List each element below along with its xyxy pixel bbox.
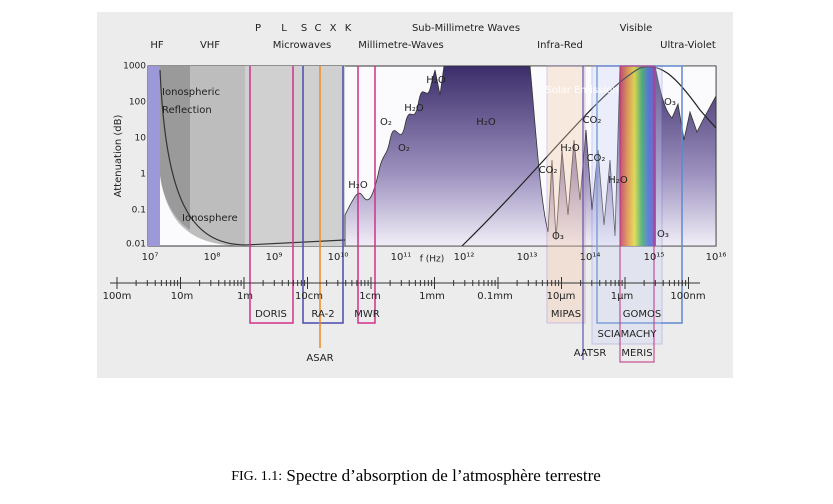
band-label: K — [345, 23, 352, 34]
molecule-label: H₂O — [426, 75, 446, 86]
instrument-label: DORIS — [255, 309, 287, 320]
region-label: Solar Emission — [545, 85, 618, 96]
frequency-tick-label: 10⁸ — [204, 252, 221, 263]
uv-window — [654, 65, 717, 141]
band-label: Millimetre-Waves — [358, 40, 443, 51]
y-tick-label: 10 — [135, 134, 147, 144]
mwr-frame — [357, 66, 376, 324]
molecule-label: O₃ — [552, 231, 564, 242]
y-tick-label: 1 — [140, 170, 146, 180]
frequency-unit: f (Hz) — [420, 255, 445, 265]
ionosphere-curve — [159, 69, 346, 246]
band-label: Infra-Red — [537, 40, 583, 51]
instrument-label: MIPAS — [551, 309, 581, 320]
y-tick-label: 0.1 — [132, 206, 146, 216]
caption-text: Spectre d’absorption de l’atmosphère ter… — [286, 466, 600, 485]
molecule-label: O₃ — [657, 229, 669, 240]
wavelength-tick-label: 10µm — [547, 291, 576, 302]
y-tick-label: 100 — [129, 98, 146, 108]
molecule-label: CO₂ — [587, 153, 606, 164]
molecule-label: H₂O — [560, 143, 580, 154]
ra2-frame — [302, 66, 344, 324]
wavelength-tick-label: 1mm — [419, 291, 445, 302]
molecule-label: H₂O — [348, 180, 368, 191]
instrument-label: SCIAMACHY — [597, 329, 657, 340]
molecule-label: O₂ — [380, 117, 392, 128]
frequency-tick-label: 10¹⁰ — [328, 252, 349, 263]
frequency-tick-label: 10¹⁶ — [706, 252, 727, 263]
region-label: Ionosphere — [182, 213, 238, 224]
band-label: L — [281, 23, 287, 34]
instrument-label: RA-2 — [311, 309, 334, 320]
y-axis-label: Attenuation (dB) — [113, 115, 124, 198]
sciamachy-frame — [591, 65, 663, 345]
instrument-label: AATSR — [574, 348, 607, 359]
band-label: S — [301, 23, 307, 34]
reflection-region — [160, 66, 190, 230]
instrument-label: MWR — [354, 309, 380, 320]
microwave-region — [245, 66, 345, 246]
caption: FIG. 1.1: Spectre d’absorption de l’atmo… — [231, 466, 601, 485]
frequency-tick-label: 10⁷ — [142, 252, 159, 263]
doris-frame — [249, 66, 294, 324]
band-label: Microwaves — [273, 40, 332, 51]
wavelength-tick-label: 10cm — [295, 291, 323, 302]
wavelength-tick-label: 100nm — [670, 291, 705, 302]
region-label: Ionospheric — [162, 87, 220, 98]
molecule-label: O₂ — [398, 143, 410, 154]
band-label: HF — [150, 40, 164, 51]
band-label: X — [330, 23, 337, 34]
wavelength-tick-label: 100m — [103, 291, 132, 302]
region-label: Reflection — [162, 105, 212, 116]
wavelength-tick-label: 1cm — [359, 291, 381, 302]
caption-label: FIG. 1.1: — [231, 469, 282, 484]
molecule-label: CO₂ — [539, 165, 558, 176]
tick-group — [116, 277, 689, 289]
molecule-label: H₂O — [608, 175, 628, 186]
band-label: C — [315, 23, 322, 34]
instrument-label: MERIS — [621, 348, 652, 359]
band-label: P — [255, 23, 261, 34]
molecule-label: CO₂ — [583, 115, 602, 126]
band-label: Visible — [620, 23, 653, 34]
wavelength-tick-label: 1µm — [611, 291, 633, 302]
wavelength-tick-label: 0.1mm — [477, 291, 512, 302]
frequency-tick-label: 10¹³ — [517, 252, 538, 263]
hf-strip — [148, 66, 160, 246]
wavelength-tick-label: 1m — [237, 291, 253, 302]
molecule-label: H₂O — [476, 117, 496, 128]
band-label: Ultra-Violet — [660, 40, 716, 51]
frequency-tick-label: 10⁹ — [266, 252, 283, 263]
visible-band — [620, 66, 656, 246]
solar-emission-curve — [461, 66, 717, 247]
molecule-label: O₃ — [664, 97, 676, 108]
mipas-frame — [546, 65, 586, 324]
frequency-tick-label: 10¹² — [454, 252, 475, 263]
y-tick-label: 0.01 — [126, 240, 146, 250]
band-label: Sub-Millimetre Waves — [412, 23, 520, 34]
wavelength-tick-label: 10m — [171, 291, 193, 302]
y-tick-label: 1000 — [123, 62, 146, 72]
molecule-label: H₂O — [404, 103, 424, 114]
meris-frame — [619, 65, 655, 363]
instrument-label: ASAR — [306, 353, 333, 364]
frequency-tick-label: 10¹¹ — [391, 252, 412, 263]
instrument-label: GOMOS — [623, 309, 661, 320]
frequency-tick-label: 10¹⁴ — [580, 252, 601, 263]
frequency-tick-label: 10¹⁵ — [644, 252, 665, 263]
band-label: VHF — [200, 40, 220, 51]
